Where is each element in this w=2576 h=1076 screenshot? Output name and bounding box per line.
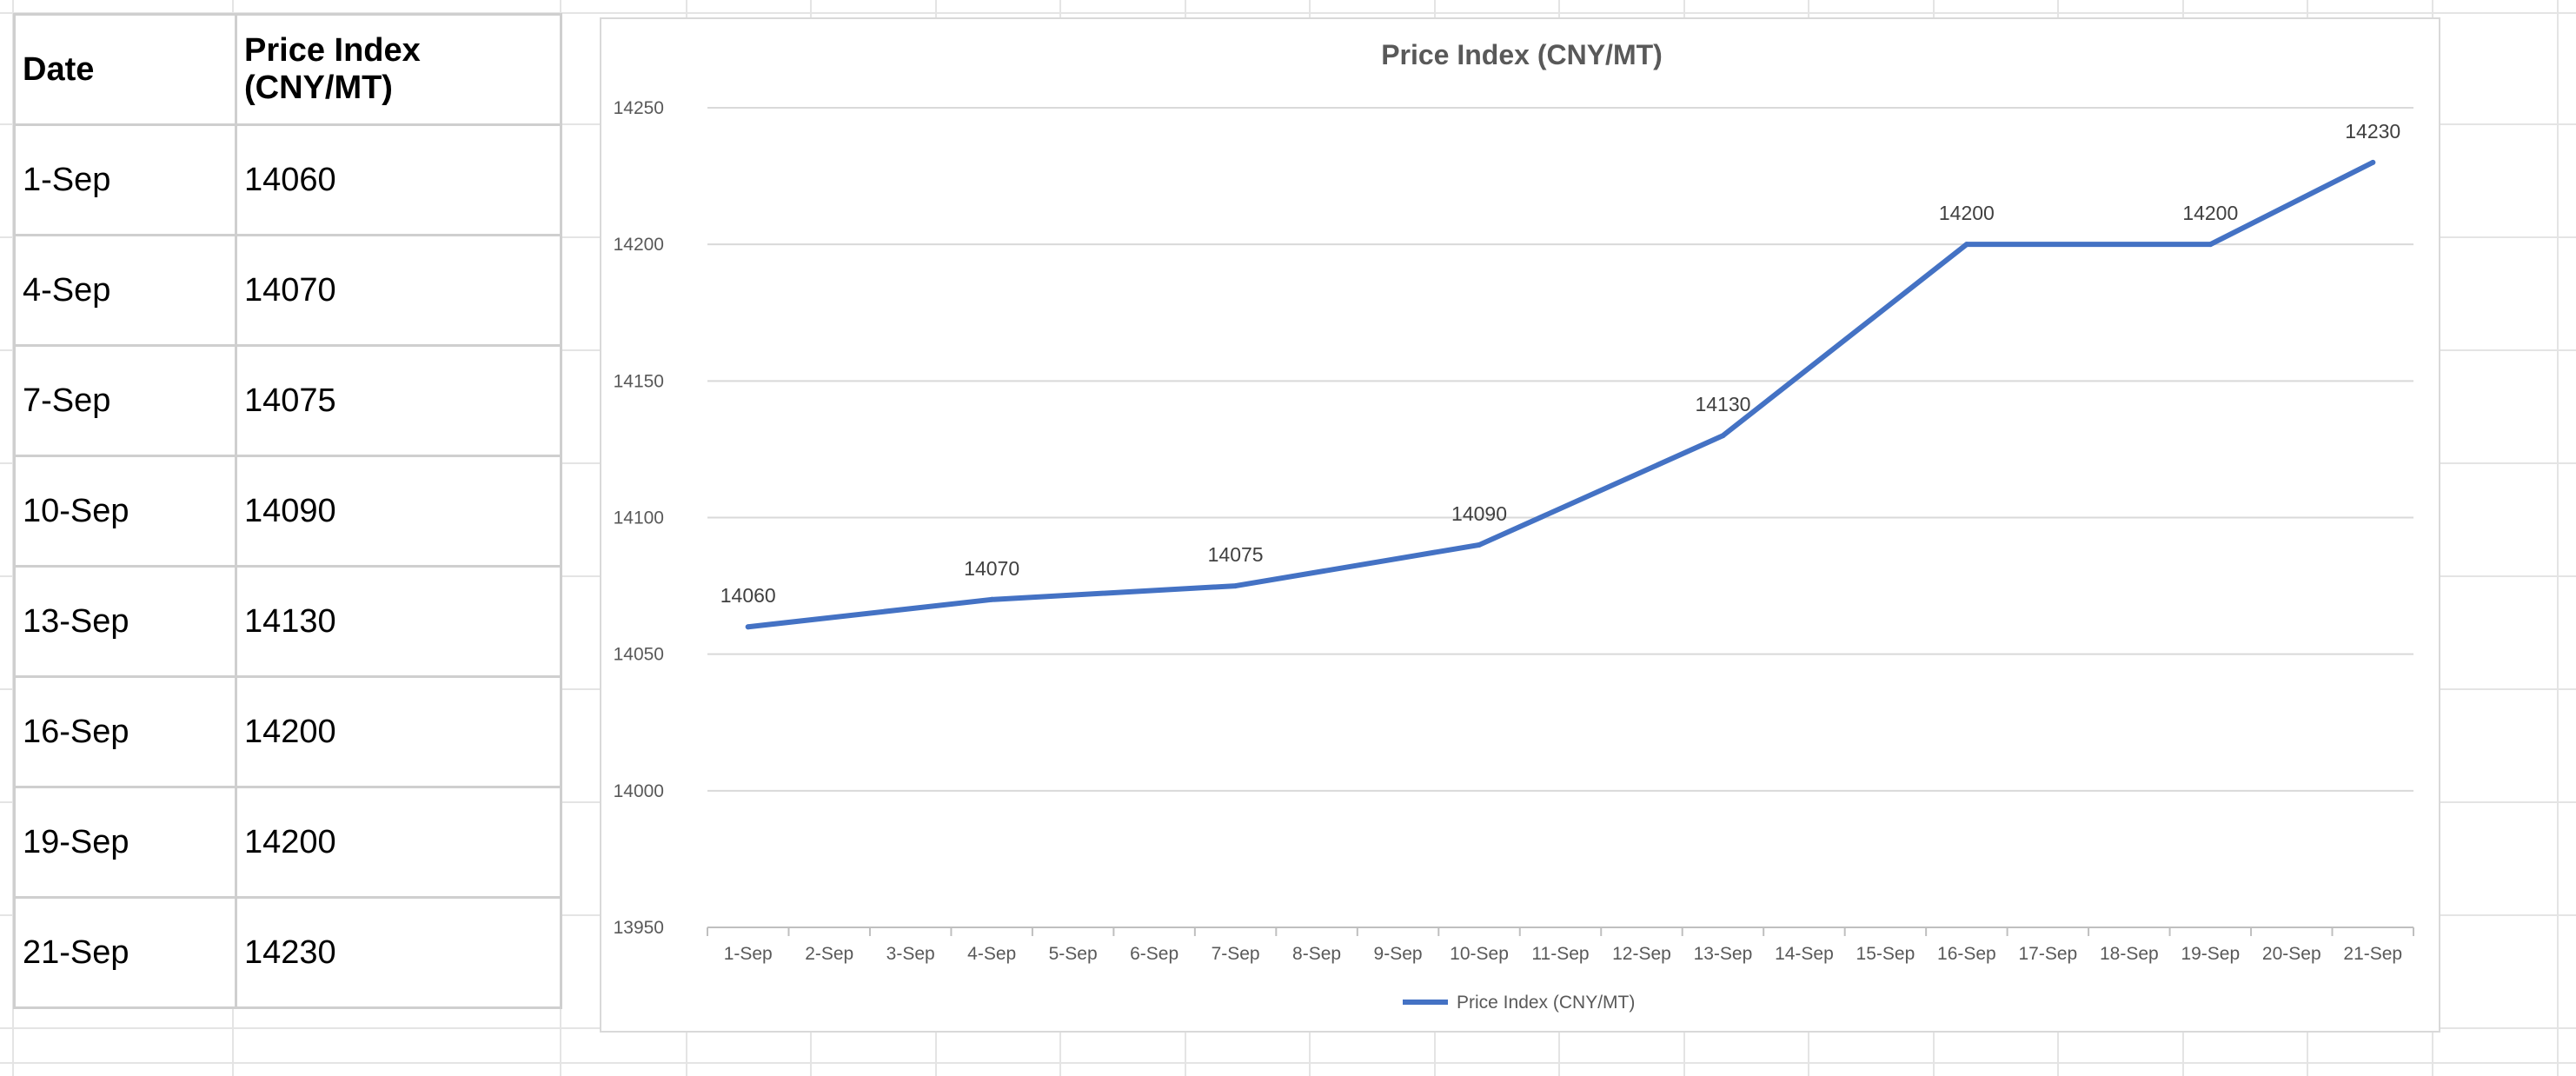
header-price-index[interactable]: Price Index (CNY/MT) [235,13,562,126]
date-cell[interactable]: 19-Sep [13,786,237,899]
data-point[interactable] [2370,159,2376,165]
data-point[interactable] [989,596,995,602]
data-point[interactable] [2208,242,2214,248]
price-cell[interactable]: 14200 [235,786,562,899]
data-label: 14200 [2182,202,2238,224]
price-cell[interactable]: 14130 [235,565,562,678]
table-row: 21-Sep 14230 [13,896,562,1009]
legend-label: Price Index (CNY/MT) [1457,993,1635,1013]
y-tick-label: 14250 [614,98,664,118]
data-point[interactable] [745,624,751,630]
x-tick-label: 20-Sep [2262,944,2321,964]
x-tick-label: 1-Sep [724,944,773,964]
price-cell[interactable]: 14200 [235,675,562,788]
date-cell[interactable]: 1-Sep [13,123,237,236]
x-tick-label: 4-Sep [967,944,1016,964]
y-tick-label: 14050 [614,645,664,665]
x-tick-label: 15-Sep [1856,944,1915,964]
data-label: 14090 [1451,502,1507,525]
table-row: 10-Sep 14090 [13,455,562,568]
data-point[interactable] [1963,242,1969,248]
table-row: 1-Sep 14060 [13,123,562,236]
date-cell[interactable]: 13-Sep [13,565,237,678]
x-tick-label: 8-Sep [1292,944,1341,964]
price-cell[interactable]: 14060 [235,123,562,236]
y-tick-label: 14200 [614,235,664,255]
chart-canvas: Price Index (CNY/MT) 13950 14000 14050 14100… [614,39,2414,1013]
price-table: Date Price Index (CNY/MT) 1-Sep 14060 4-Sep 1… [13,13,562,1009]
x-tick-label: 14-Sep [1775,944,1834,964]
data-label: 14070 [964,557,1019,580]
y-tick-label: 13950 [614,918,664,938]
date-cell[interactable]: 21-Sep [13,896,237,1009]
table-row: 4-Sep 14070 [13,234,562,347]
x-tick-label: 5-Sep [1049,944,1098,964]
x-tick-label: 19-Sep [2181,944,2240,964]
data-label: 14075 [1208,543,1264,566]
data-point[interactable] [1232,583,1238,589]
price-cell[interactable]: 14090 [235,455,562,568]
table-row: 19-Sep 14200 [13,786,562,899]
x-tick-label: 10-Sep [1450,944,1509,964]
data-label: 14060 [720,584,776,607]
x-tick-label: 12-Sep [1612,944,1671,964]
y-tick-label: 14150 [614,371,664,391]
header-date[interactable]: Date [13,13,237,126]
price-cell[interactable]: 14075 [235,344,562,457]
price-cell[interactable]: 14070 [235,234,562,347]
price-cell[interactable]: 14230 [235,896,562,1009]
x-tick-label: 3-Sep [886,944,935,964]
data-label: 14230 [2345,120,2400,143]
x-tick-label: 13-Sep [1694,944,1753,964]
table-row: 13-Sep 14130 [13,565,562,678]
x-tick-label: 7-Sep [1212,944,1260,964]
x-tick-label: 18-Sep [2100,944,2159,964]
date-cell[interactable]: 16-Sep [13,675,237,788]
x-tick-label: 17-Sep [2018,944,2077,964]
table-row: 7-Sep 14075 [13,344,562,457]
line-chart[interactable]: Price Index (CNY/MT) 13950 14000 14050 14100… [600,17,2440,1033]
x-tick-label: 6-Sep [1130,944,1178,964]
series-line[interactable] [745,159,2376,630]
x-tick-label: 9-Sep [1374,944,1423,964]
date-cell[interactable]: 10-Sep [13,455,237,568]
x-tick-label: 2-Sep [805,944,853,964]
data-point[interactable] [1720,433,1726,439]
x-tick-label: 21-Sep [2343,944,2402,964]
data-label: 14200 [1939,202,1995,224]
date-cell[interactable]: 7-Sep [13,344,237,457]
chart-title: Price Index (CNY/MT) [1381,39,1663,70]
y-tick-label: 14000 [614,781,664,801]
data-point[interactable] [1477,541,1483,548]
y-tick-label: 14100 [614,508,664,528]
table-header-row: Date Price Index (CNY/MT) [13,13,562,126]
date-cell[interactable]: 4-Sep [13,234,237,347]
table-row: 16-Sep 14200 [13,675,562,788]
data-label: 14130 [1695,393,1750,415]
x-tick-label: 16-Sep [1937,944,1996,964]
x-tick-label: 11-Sep [1531,944,1589,964]
